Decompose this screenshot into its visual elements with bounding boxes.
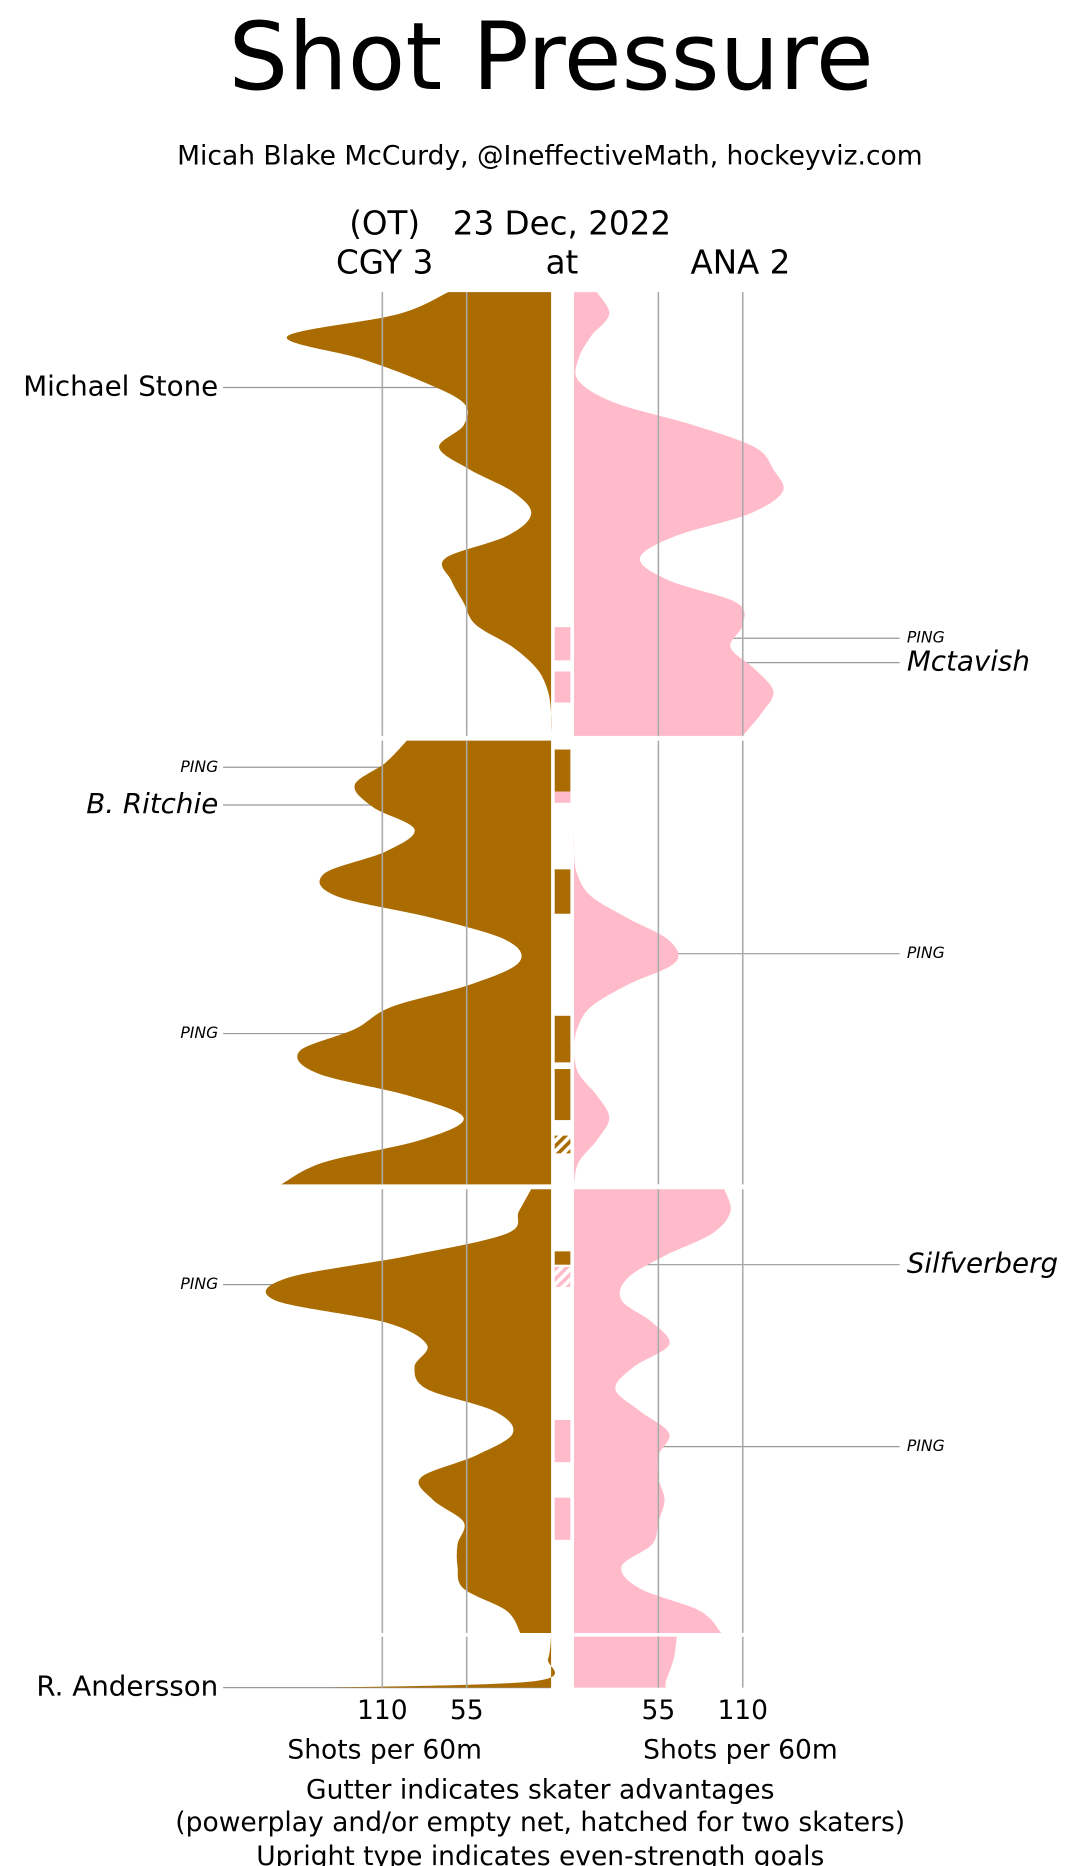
subtitle: Micah Blake McCurdy, @IneffectiveMath, h… xyxy=(177,141,922,172)
advantage xyxy=(554,1497,571,1540)
goal-label: PING xyxy=(907,1436,945,1455)
pressure-area xyxy=(574,1189,731,1634)
pressure-area xyxy=(265,1189,552,1634)
advantage xyxy=(554,1251,571,1265)
pressure-area xyxy=(330,1636,556,1688)
pressure-area xyxy=(286,292,552,736)
note: (powerplay and/or empty net, hatched for… xyxy=(175,1807,905,1838)
game-date: 23 Dec, 2022 xyxy=(453,205,671,243)
goal-label: B. Ritchie xyxy=(86,787,218,820)
axis-label: Shots per 60m xyxy=(287,1735,482,1766)
game-note: (OT) xyxy=(349,205,420,243)
chart-title: Shot Pressure xyxy=(228,3,873,112)
goal-label: R. Andersson xyxy=(36,1670,218,1703)
advantage xyxy=(554,1015,571,1063)
pressure-area xyxy=(574,292,784,736)
goal-label: PING xyxy=(180,757,218,776)
advantage xyxy=(554,869,571,914)
pressure-area xyxy=(573,740,679,1185)
note: Upright type indicates even-strength goa… xyxy=(256,1841,824,1866)
team-label: ANA 2 xyxy=(690,243,790,281)
at-label: at xyxy=(546,243,579,281)
goal-label: PING xyxy=(907,943,945,962)
goal-label: PING xyxy=(180,1023,218,1042)
goal-label: Michael Stone xyxy=(23,369,218,402)
advantage xyxy=(554,791,571,803)
goal-label: Mctavish xyxy=(907,645,1030,678)
pressure-area xyxy=(281,740,552,1185)
pressure-area xyxy=(574,1636,677,1688)
goal-label: PING xyxy=(907,628,945,647)
advantage xyxy=(554,627,571,661)
x-tick-label: 110 xyxy=(717,1695,768,1726)
axis-label: Shots per 60m xyxy=(643,1735,838,1766)
goal-label: Silfverberg xyxy=(907,1247,1058,1280)
note: Gutter indicates skater advantages xyxy=(306,1774,774,1805)
x-tick-label: 55 xyxy=(450,1695,484,1726)
advantage xyxy=(554,1135,571,1154)
advantage xyxy=(554,1069,571,1121)
advantage xyxy=(554,1266,571,1287)
goal-label: PING xyxy=(180,1274,218,1293)
x-tick-label: 55 xyxy=(642,1695,676,1726)
advantage xyxy=(554,671,571,703)
advantage xyxy=(554,749,571,792)
team-label: CGY 3 xyxy=(336,243,433,281)
advantage xyxy=(554,1420,571,1463)
x-tick-label: 110 xyxy=(357,1695,408,1726)
